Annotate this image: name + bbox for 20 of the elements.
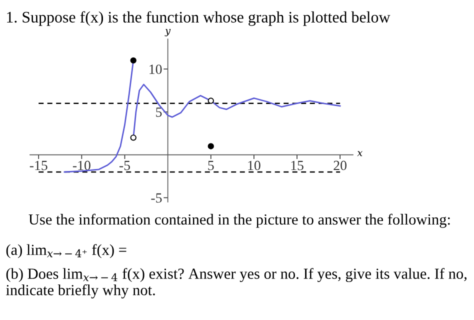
point: [130, 57, 136, 64]
text: (b) Does lim$_{x→−4}$ f(x) exist? Answer yes or no. If yes, give its value. If no, indicate briefly why not.: [6, 268, 466, 298]
point: [130, 134, 136, 141]
chart-title: 1. Suppose f(x) is the function whose graph is plotted below: [7, 11, 390, 26]
y-tick-label: 5: [156, 108, 162, 117]
y-tick-label: -5: [151, 193, 162, 203]
text: Use the information contained in the picture to answer the following:: [28, 214, 450, 228]
x-tick-label: 10: [248, 160, 260, 170]
x-axis-title: x: [357, 151, 363, 156]
x-tick-label: 15: [291, 160, 304, 170]
x-tick-label: -15: [30, 160, 48, 170]
point: [208, 98, 214, 104]
x-tick-label: 5: [208, 160, 214, 170]
x-tick-label: -5: [119, 160, 130, 170]
y-tick-label: 10: [150, 64, 162, 74]
y-axis-title: y: [164, 29, 171, 36]
text: (a) lim$_{x→−4⁺}$ f(x) =: [6, 244, 126, 258]
point: [208, 143, 214, 150]
x-tick-label: -10: [72, 160, 90, 170]
x-tick-label: 20: [334, 160, 346, 170]
